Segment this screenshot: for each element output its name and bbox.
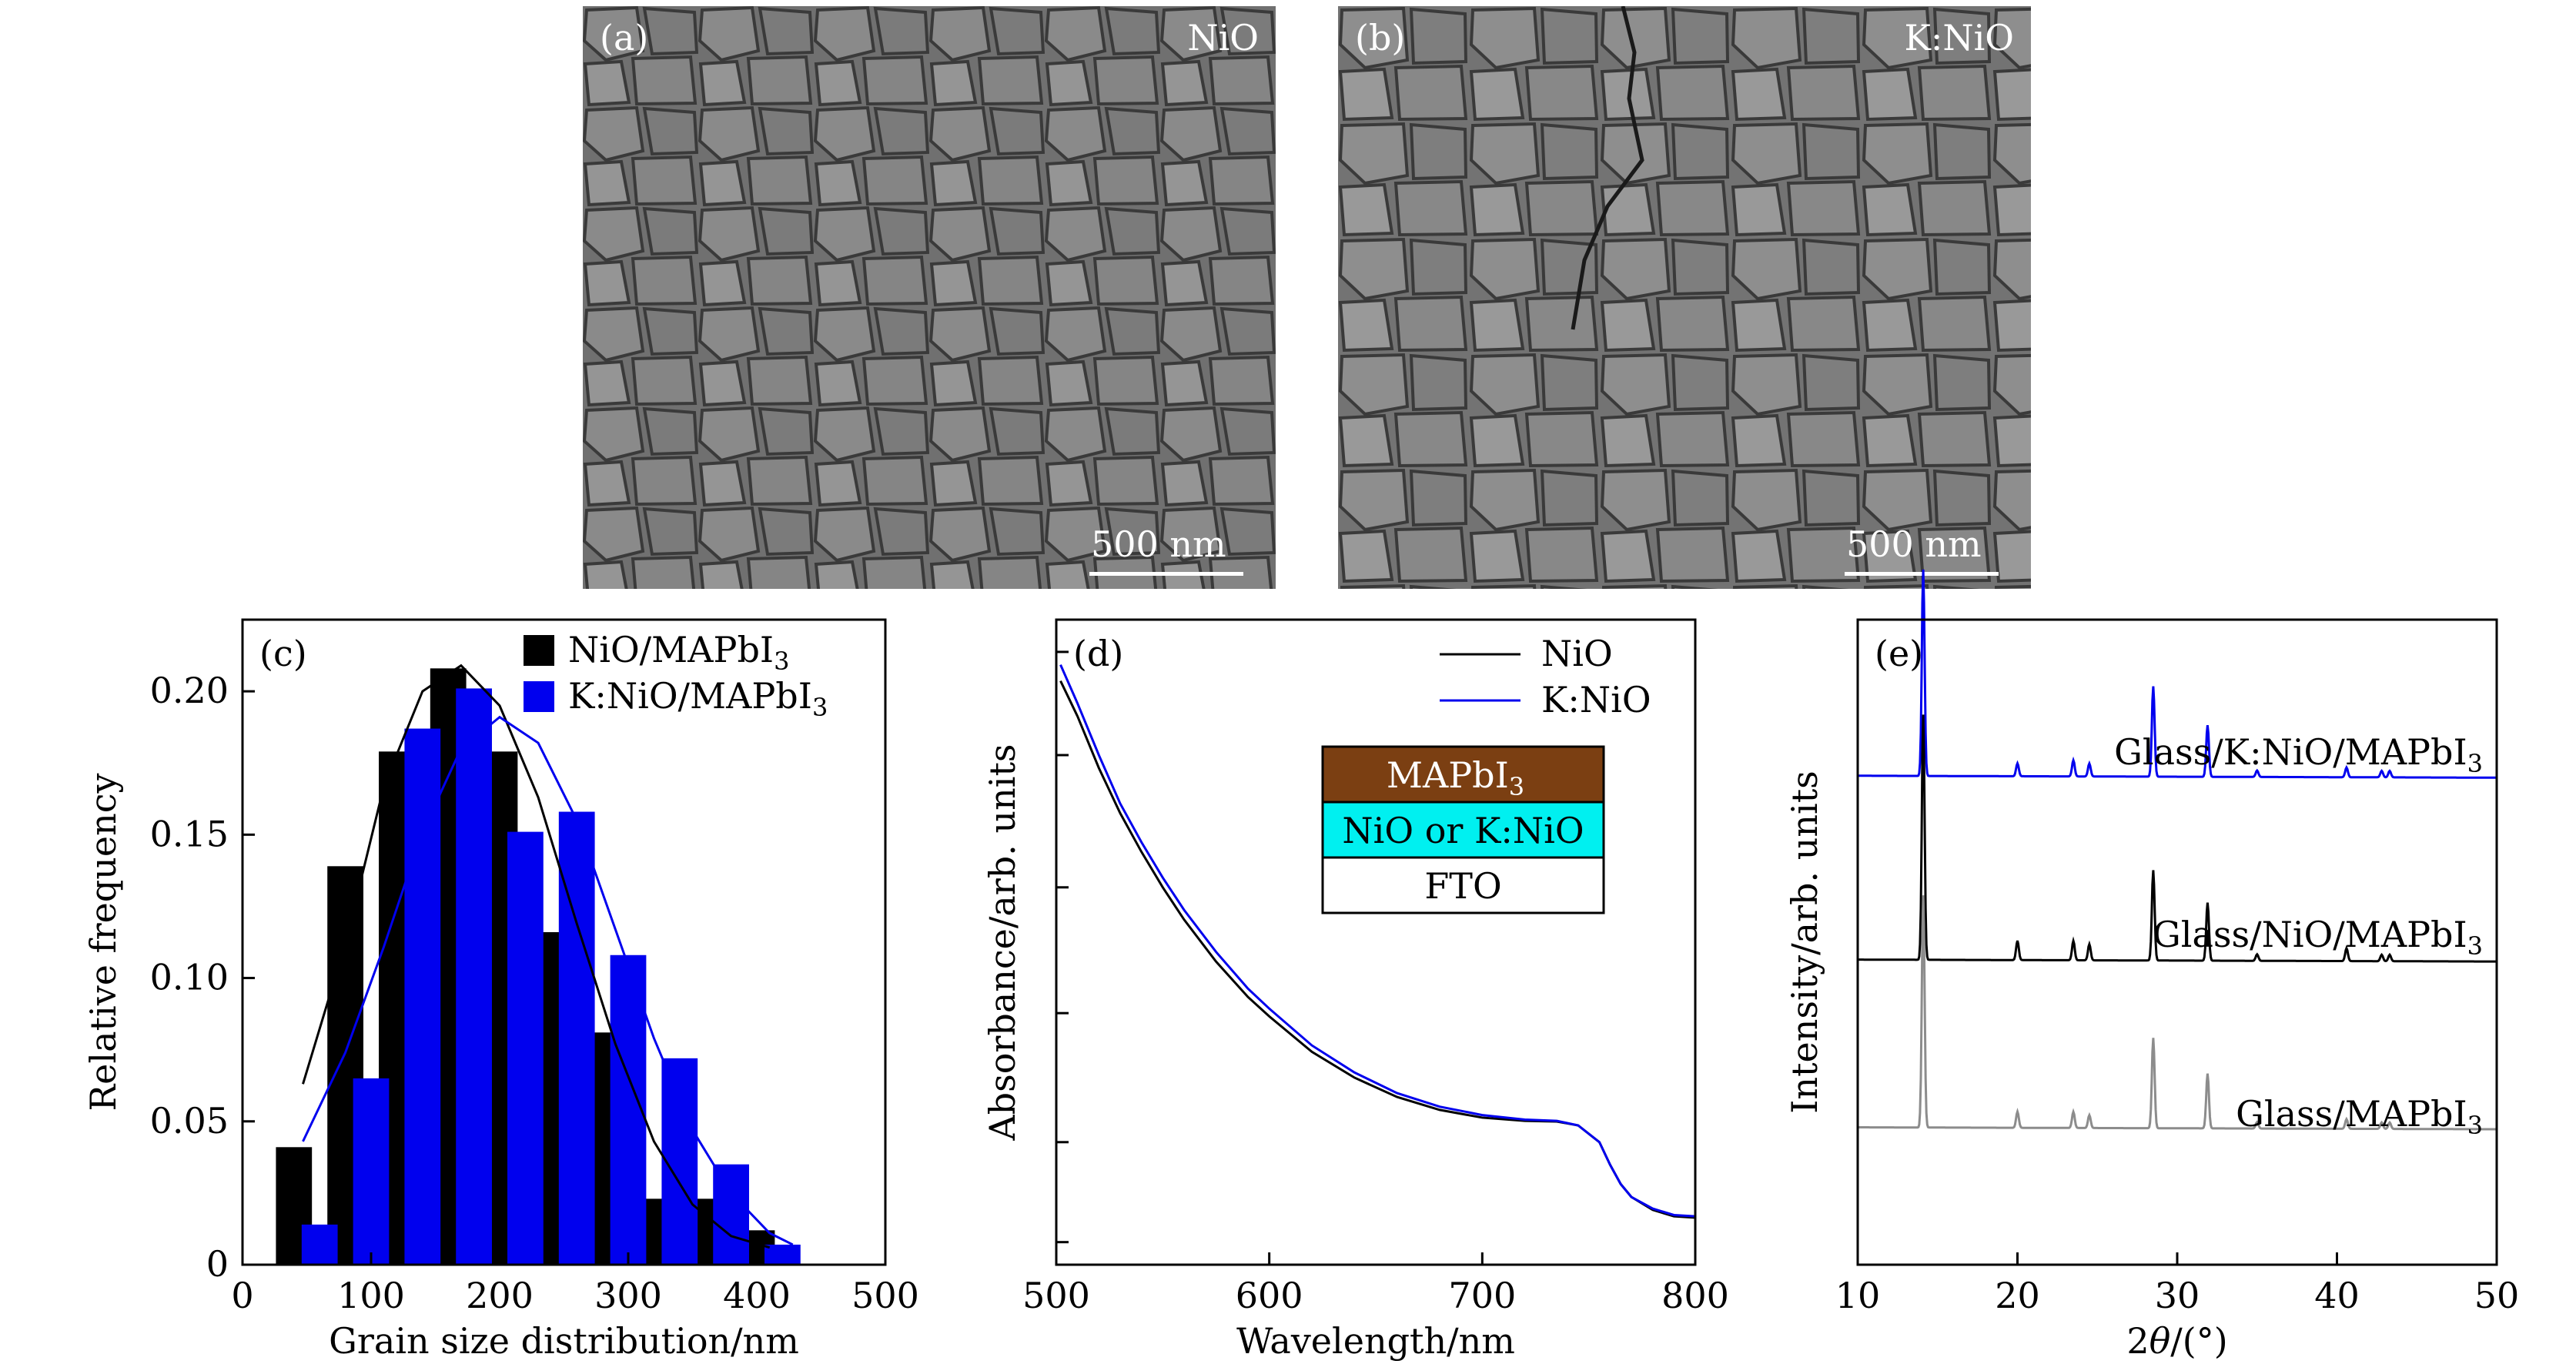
x-tick-label: 30 [2155, 1275, 2200, 1316]
histogram-bar [713, 1164, 749, 1265]
sem-texture [1338, 6, 2031, 589]
y-tick-label: 0.15 [150, 813, 229, 854]
series-label: Glass/MAPbI3 [2236, 1093, 2483, 1140]
x-tick-label: 300 [594, 1275, 662, 1316]
x-tick-label: 0 [231, 1275, 253, 1316]
x-tick-label: 600 [1236, 1275, 1303, 1316]
layer-label-middle: NiO or K:NiO [1342, 810, 1584, 851]
xrd-pattern [1858, 569, 2497, 779]
histogram-bar [661, 1058, 698, 1265]
y-tick-label: 0 [206, 1243, 229, 1285]
histogram-bar [301, 1224, 338, 1265]
x-tick-label: 20 [1995, 1275, 2040, 1316]
x-tick-label: 400 [723, 1275, 791, 1316]
series-label: Glass/NiO/MAPbI3 [2153, 914, 2483, 961]
x-tick-label: 100 [337, 1275, 405, 1316]
panel-b-tag: (b) [1355, 17, 1406, 59]
panel-d-tag: (d) [1073, 633, 1123, 674]
fit-curve [302, 715, 794, 1246]
y-axis-label: Intensity/arb. units [1784, 771, 1825, 1114]
legend-label: NiO [1541, 633, 1613, 674]
x-tick-label: 500 [851, 1275, 919, 1316]
histogram-bar [404, 728, 441, 1265]
xrd-pattern [1858, 714, 2497, 963]
histogram-bar [456, 688, 492, 1265]
xrd-pattern [1858, 895, 2497, 1131]
fit-curve [302, 664, 771, 1249]
panel-c-tag: (c) [259, 633, 307, 674]
y-tick-label: 0.20 [150, 670, 229, 711]
x-tick-label: 500 [1022, 1275, 1090, 1316]
absorbance-curve [1059, 664, 1696, 1218]
histogram-bar [353, 1078, 390, 1265]
histogram-bar [507, 831, 544, 1265]
x-tick-label: 800 [1661, 1275, 1729, 1316]
x-axis-label: 2θ/(°) [2126, 1320, 2227, 1362]
sem-image-k-nio: (b) K:NiO 500 nm [1338, 6, 2031, 589]
legend-label: K:NiO [1541, 679, 1651, 720]
series-label: Glass/K:NiO/MAPbI3 [2114, 731, 2483, 778]
legend-swatch [524, 635, 554, 666]
panel-e-tag: (e) [1875, 633, 1923, 674]
y-tick-label: 0.05 [150, 1100, 229, 1142]
panel-a-sample-label: NiO [1187, 17, 1259, 59]
layer-stack-layer [1321, 856, 1605, 914]
y-tick-label: 0.10 [150, 957, 229, 998]
y-axis-label: Relative frequency [82, 774, 124, 1112]
panel-a-scale-label: 500 nm [1091, 523, 1226, 565]
panel-a-tag: (a) [600, 17, 649, 59]
y-axis-label: Absorbance/arb. units [982, 744, 1023, 1141]
x-tick-label: 700 [1448, 1275, 1516, 1316]
layer-label-top: MAPbI3 [1387, 754, 1524, 801]
panel-b-scale-label: 500 nm [1846, 523, 1982, 565]
x-tick-label: 40 [2314, 1275, 2360, 1316]
plot-frame [241, 618, 887, 1266]
x-axis-label: Grain size distribution/nm [329, 1320, 799, 1362]
x-tick-label: 200 [466, 1275, 534, 1316]
sem-image-nio: (a) NiO 500 nm [583, 6, 1276, 589]
x-tick-label: 10 [1835, 1275, 1881, 1316]
panel-a-scale-bar [1089, 572, 1243, 576]
legend-label: K:NiO/MAPbI3 [568, 675, 828, 722]
legend-swatch [524, 681, 554, 712]
x-tick-label: 50 [2474, 1275, 2520, 1316]
plot-frame [1055, 618, 1697, 1266]
histogram-bar [764, 1244, 801, 1265]
legend-label: NiO/MAPbI3 [568, 629, 789, 676]
layer-label-bottom: FTO [1424, 865, 1501, 907]
panel-b-sample-label: K:NiO [1904, 17, 2014, 59]
panel-b-scale-bar [1845, 572, 1999, 576]
sem-texture [583, 6, 1276, 589]
x-axis-label: Wavelength/nm [1236, 1320, 1515, 1362]
